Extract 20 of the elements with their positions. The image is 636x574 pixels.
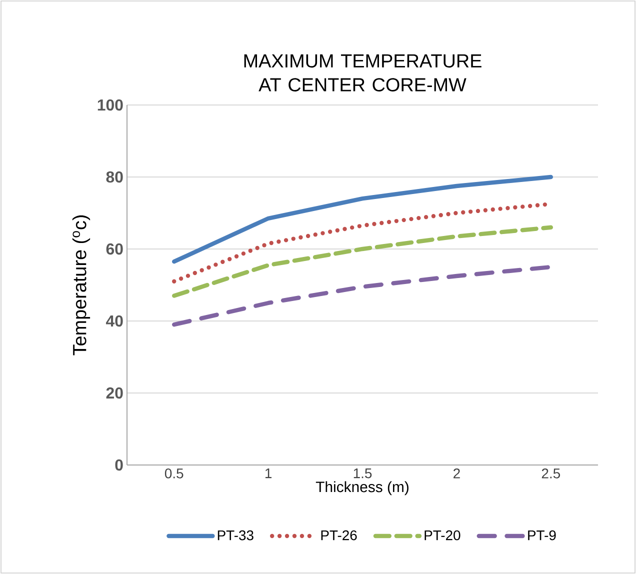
line-series [172, 225, 554, 298]
y-tick-label: 100 [98, 99, 123, 111]
x-tick-label: 1.5 [354, 468, 372, 478]
x-tick-label: 2.5 [542, 468, 560, 478]
y-tick-label: 60 [106, 243, 123, 255]
x-tick-label: 0.5 [164, 468, 184, 478]
x-tick-label: 1 [265, 468, 272, 478]
y-tick-label: 40 [106, 315, 123, 327]
legend-label: PT-26 [321, 530, 357, 540]
y-tick-label: 20 [106, 387, 123, 399]
legend-label: PT-9 [528, 530, 556, 540]
x-axis-title: Thickness (m) [316, 481, 408, 496]
line-series [172, 174, 554, 264]
y-tick-label: 0 [115, 459, 123, 471]
chart-title: MAXIMUM TEMPERATURE AT CENTER CORE-MW [244, 54, 482, 92]
y-tick-label: 80 [106, 171, 123, 183]
y-axis-title: Temperature ($^{o}$c) [72, 215, 90, 356]
legend-label: PT-33 [218, 530, 254, 540]
legend-label: PT-20 [424, 530, 460, 540]
x-tick-label: 2 [454, 468, 460, 478]
